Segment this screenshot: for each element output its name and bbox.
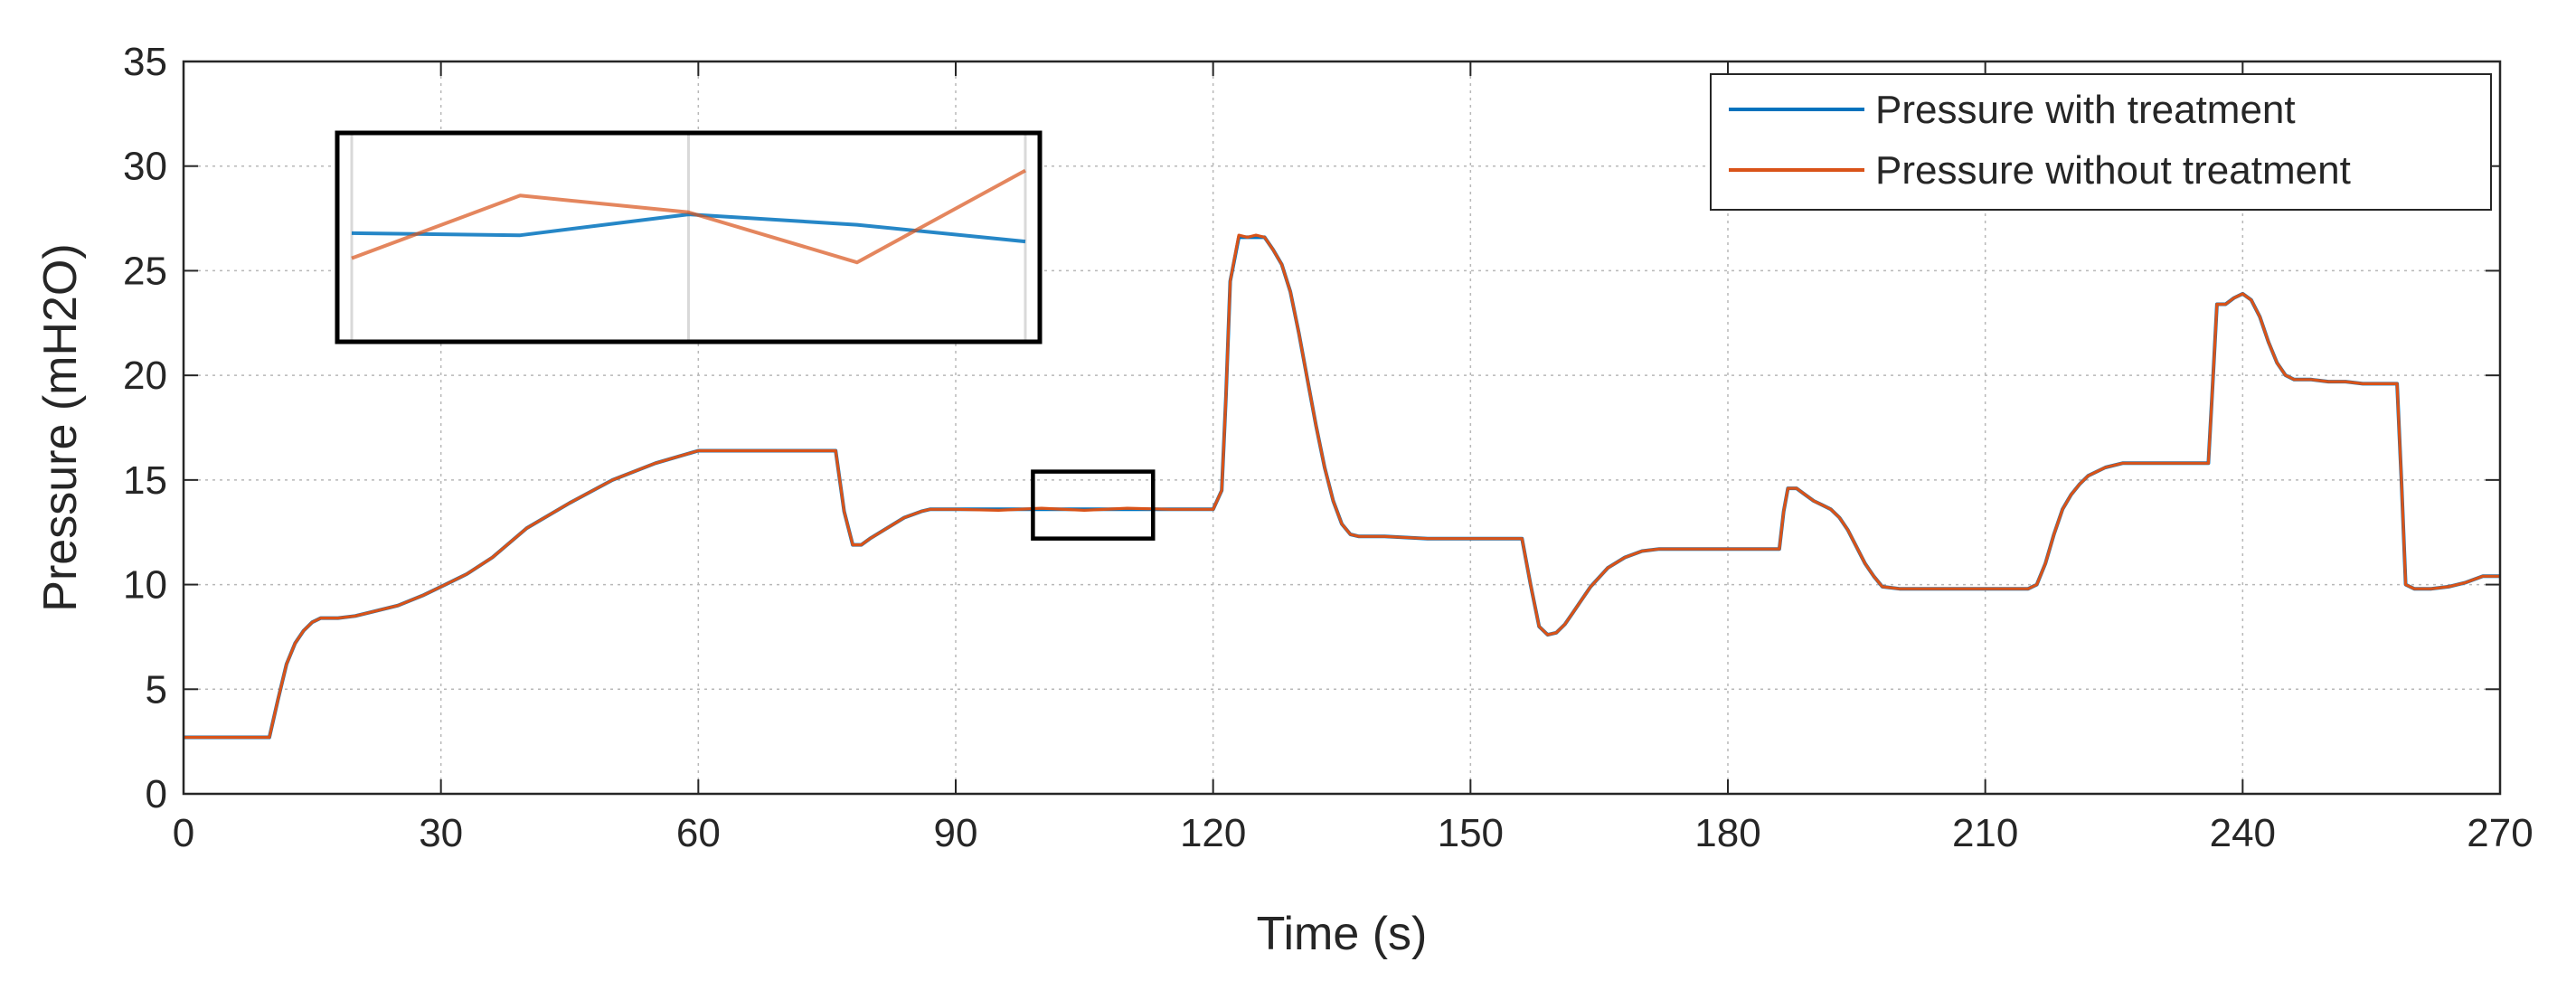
ticks: 0 30 60 90 120 150 180 210 240 270 0 5 10 15 20 25 30 35: [123, 40, 2534, 855]
series-line-without-treatment: [184, 233, 2500, 740]
x-tick-label: 60: [676, 811, 721, 855]
x-axis-label: Time (s): [1257, 908, 1428, 960]
x-tick-label: 0: [173, 811, 194, 855]
x-tick-label: 180: [1694, 811, 1760, 855]
y-axis-label: Pressure (mH2O): [34, 243, 87, 611]
legend-label-with-treatment: Pressure with treatment: [1875, 88, 2296, 132]
y-tick-label: 15: [123, 458, 167, 503]
zoom-region-box: [1031, 469, 1156, 541]
x-tick-label: 210: [1952, 811, 2018, 855]
y-tick-label: 25: [123, 249, 167, 293]
y-tick-label: 35: [123, 40, 167, 84]
series-lines: [184, 233, 2500, 740]
x-tick-label: 240: [2210, 811, 2276, 855]
x-tick-label: 270: [2467, 811, 2533, 855]
y-tick-label: 10: [123, 563, 167, 608]
inset-line-without-treatment: [351, 168, 1026, 265]
y-tick-label: 5: [146, 667, 167, 712]
x-tick-label: 120: [1180, 811, 1246, 855]
y-tick-label: 20: [123, 354, 167, 398]
legend-label-without-treatment: Pressure without treatment: [1875, 148, 2351, 193]
x-tick-label: 30: [419, 811, 463, 855]
plot-frame: [182, 60, 2502, 796]
x-tick-label: 150: [1438, 811, 1504, 855]
x-tick-label: 90: [934, 811, 978, 855]
zoom-inset: [335, 130, 1043, 344]
legend-box: [1710, 73, 2492, 211]
y-tick-label: 0: [146, 772, 167, 816]
inset-frame: [335, 130, 1043, 344]
legend: Pressure with treatment Pressure without…: [1710, 73, 2492, 211]
y-tick-label: 30: [123, 145, 167, 189]
